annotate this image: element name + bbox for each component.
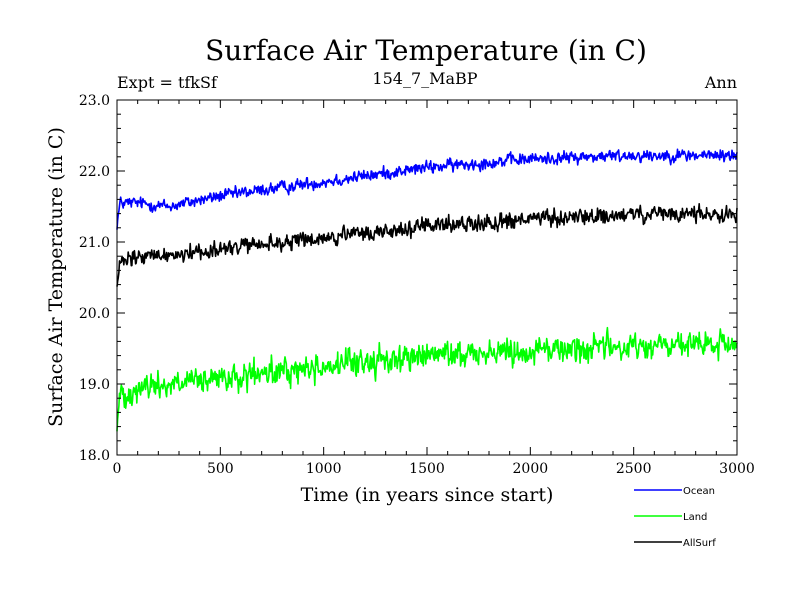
series-line-allsurf (116, 203, 738, 287)
x-tick-label: 2000 (513, 461, 549, 477)
x-tick-label: 3000 (719, 461, 755, 477)
chart-title: Surface Air Temperature (in C) (205, 34, 647, 67)
y-tick-label: 20.0 (79, 306, 110, 322)
experiment-label: Expt = tfkSf (117, 73, 218, 92)
legend-label-ocean: Ocean (683, 486, 715, 497)
x-tick-label: 1500 (409, 461, 445, 477)
x-axis-label: Time (in years since start) (301, 484, 554, 506)
chart-subtitle: 154_7_MaBP (372, 69, 477, 88)
x-tick-label: 1000 (306, 461, 342, 477)
legend: Ocean Land AllSurf (634, 486, 716, 549)
y-tick-label: 22.0 (79, 164, 110, 180)
axis-ticks: 0 500 1000 1500 2000 2500 3000 18.0 19.0 20.0 21.0… (79, 93, 755, 477)
y-tick-label: 21.0 (79, 235, 110, 251)
legend-label-allsurf: AllSurf (683, 538, 716, 549)
series-layer (116, 148, 738, 432)
x-tick-label: 0 (113, 461, 122, 477)
y-tick-label: 18.0 (79, 448, 110, 464)
x-tick-label: 500 (207, 461, 234, 477)
season-label: Ann (704, 73, 737, 92)
legend-label-land: Land (683, 512, 707, 523)
x-tick-label: 2500 (616, 461, 652, 477)
y-tick-label: 23.0 (79, 93, 110, 109)
series-line-land (116, 326, 738, 432)
series-line-ocean (116, 148, 738, 230)
y-tick-label: 19.0 (79, 377, 110, 393)
y-axis-label: Surface Air Temperature (in C) (45, 127, 67, 427)
